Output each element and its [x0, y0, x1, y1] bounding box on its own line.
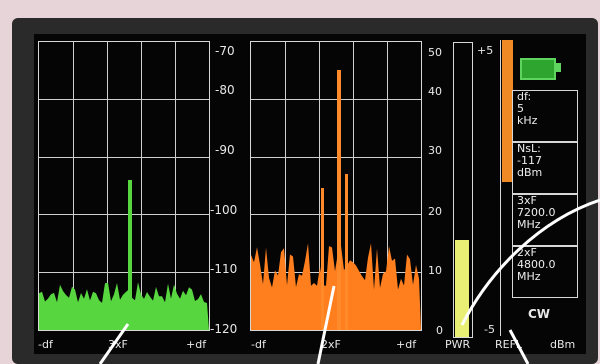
left-x-label: +df — [186, 338, 207, 351]
grid-line — [251, 214, 421, 215]
right-spectrum-panel — [250, 41, 422, 331]
mode-indicator: CW — [528, 307, 551, 321]
df-unit: kHz — [517, 114, 538, 127]
unit-label: dBm — [550, 338, 576, 351]
nsl-label: NsL: — [517, 142, 541, 155]
right-x-label: -df — [251, 338, 266, 351]
pwr-label: PWR — [445, 338, 471, 351]
right-x-label: +df — [396, 338, 417, 351]
spectrum-screen: -70 -80 -90 -100 -110 -120 -df 3xF +df -… — [34, 34, 586, 354]
pwr-tick-label: 40 — [428, 85, 442, 98]
right-spectrum-trace — [251, 70, 421, 330]
right-side-peak — [321, 188, 324, 330]
battery-icon — [520, 58, 556, 80]
pwr-tick-label: 30 — [428, 144, 442, 157]
dbm-tick-label: -70 — [215, 44, 235, 58]
refl-tick-label: +5 — [477, 44, 494, 57]
h2-unit: MHz — [517, 270, 541, 283]
pwr-tick-label: 50 — [428, 46, 442, 59]
pointer-line — [460, 198, 600, 326]
refl-label: REFL — [495, 338, 523, 351]
pwr-tick-label: 20 — [428, 205, 442, 218]
right-side-peak — [345, 174, 348, 330]
harmonic-3-info-box: 3xF 7200.0 MHz — [512, 194, 578, 246]
nsl-info-box: NsL: -117 dBm — [512, 142, 578, 194]
dbm-tick-label: -120 — [210, 322, 238, 336]
grid-line — [353, 42, 354, 330]
dbm-tick-label: -80 — [215, 83, 235, 97]
grid-line — [39, 99, 209, 100]
right-x-label: 2xF — [321, 338, 341, 351]
left-carrier-peak — [128, 180, 132, 330]
pwr-bar-frame — [453, 42, 473, 338]
dbm-tick-label: -100 — [210, 203, 238, 217]
grid-line — [387, 42, 388, 330]
h3-value: 7200.0 — [517, 206, 556, 219]
grid-line — [251, 99, 421, 100]
refl-bar-frame — [500, 40, 514, 336]
df-value: 5 — [517, 102, 524, 115]
grid-line — [39, 157, 209, 158]
h2-value: 4800.0 — [517, 258, 556, 271]
pwr-tick-label: 10 — [428, 264, 442, 277]
pwr-bar-fill — [455, 239, 469, 337]
grid-line — [39, 272, 209, 273]
grid-line — [141, 42, 142, 330]
pointer-line — [508, 329, 530, 364]
df-info-box: df: 5 kHz — [512, 90, 578, 142]
left-spectrum-panel — [38, 41, 210, 331]
h3-label: 3xF — [517, 194, 537, 207]
grid-line — [39, 214, 209, 215]
left-spectrum-trace — [39, 180, 209, 330]
right-carrier-peak — [337, 70, 341, 330]
left-noise-floor — [39, 282, 209, 330]
grid-line — [73, 42, 74, 330]
nsl-value: -117 — [517, 154, 542, 167]
grid-line — [319, 42, 320, 330]
pointer-line — [316, 285, 336, 364]
df-label: df: — [517, 90, 532, 103]
battery-tip-icon — [556, 63, 561, 72]
grid-line — [285, 42, 286, 330]
grid-line — [175, 42, 176, 330]
dbm-tick-label: -110 — [210, 262, 238, 276]
grid-line — [251, 157, 421, 158]
refl-bar-fill — [502, 40, 513, 183]
dbm-tick-label: -90 — [215, 143, 235, 157]
left-x-label: 3xF — [108, 338, 128, 351]
grid-line — [107, 42, 108, 330]
h2-label: 2xF — [517, 246, 537, 259]
refl-tick-label: -5 — [484, 323, 495, 336]
pointer-line — [98, 323, 130, 364]
pwr-tick-label: 0 — [436, 324, 443, 337]
nsl-unit: dBm — [517, 166, 543, 179]
left-x-label: -df — [38, 338, 53, 351]
harmonic-2-info-box: 2xF 4800.0 MHz — [512, 246, 578, 298]
h3-unit: MHz — [517, 218, 541, 231]
right-noise-floor — [251, 243, 421, 330]
